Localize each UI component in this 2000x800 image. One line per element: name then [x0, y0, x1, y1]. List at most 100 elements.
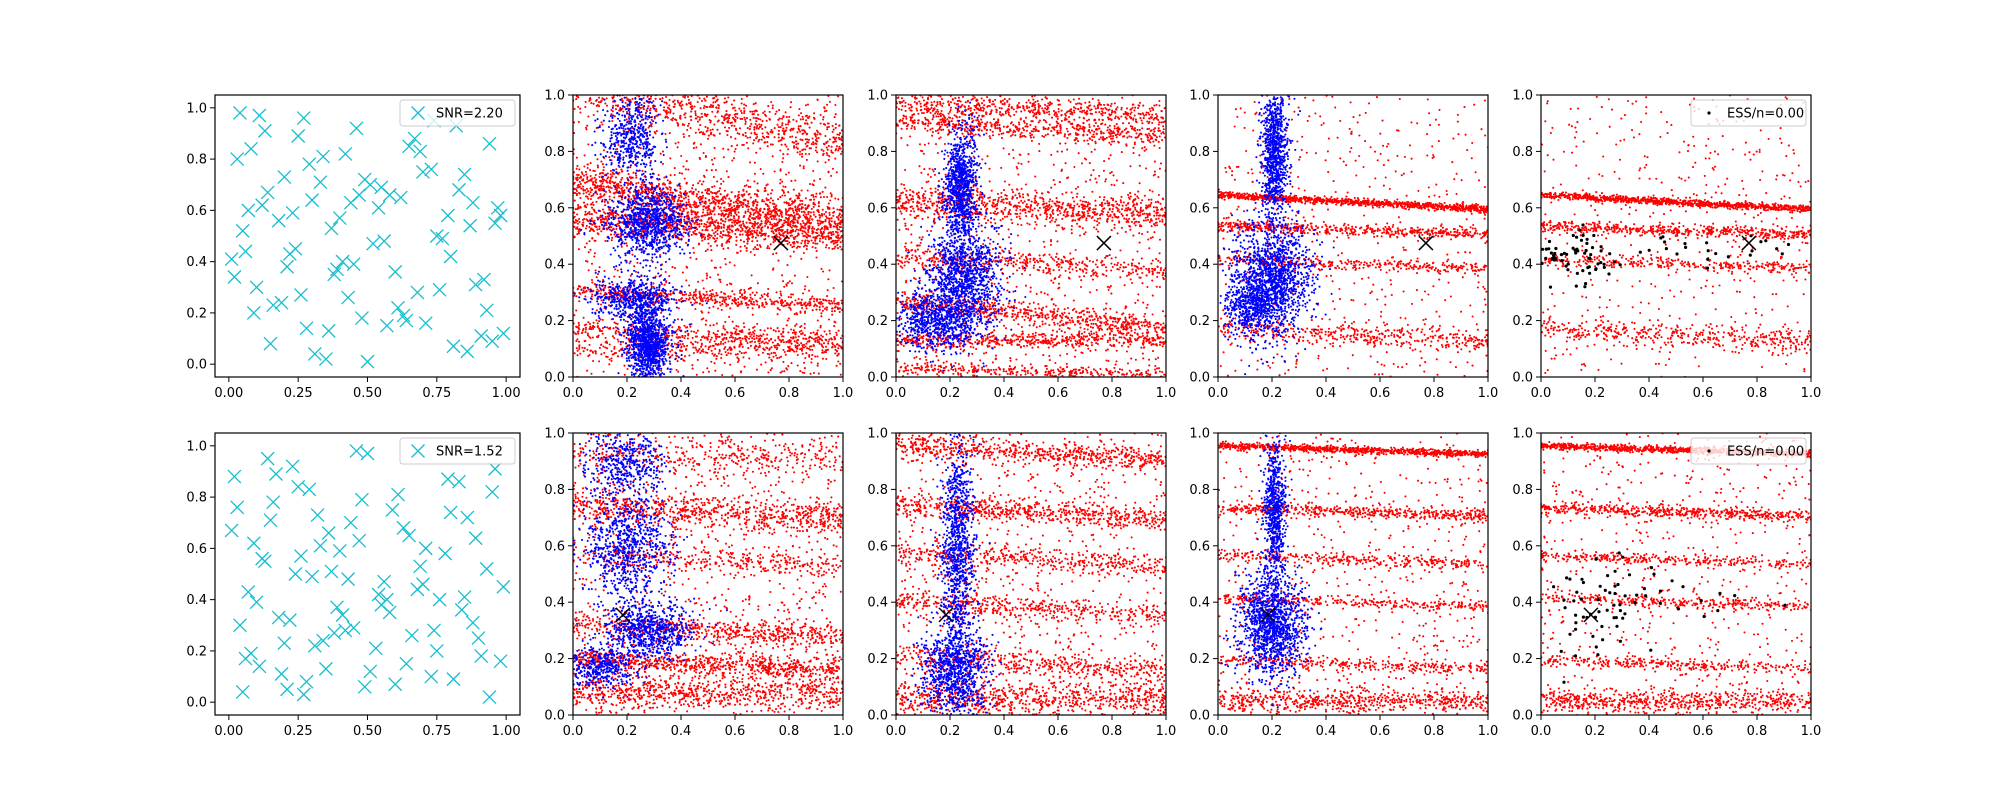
data-point: [710, 234, 713, 237]
data-point: [708, 306, 711, 309]
data-point: [737, 215, 740, 218]
data-point: [735, 213, 738, 216]
data-point: [726, 120, 729, 123]
data-point: [812, 195, 815, 198]
data-point: [723, 301, 726, 304]
data-point: [785, 126, 788, 129]
data-point: [736, 219, 739, 222]
data-point: [671, 334, 674, 337]
data-point: [805, 352, 808, 355]
data-point: [739, 250, 742, 253]
data-point: [707, 242, 710, 245]
data-point: [829, 199, 832, 202]
data-point: [794, 230, 797, 233]
data-point: [714, 225, 717, 228]
data-point: [341, 290, 356, 305]
data-point: [769, 298, 772, 301]
data-point: [777, 118, 780, 121]
data-point: [659, 113, 662, 116]
data-point: [818, 240, 821, 243]
data-point: [737, 211, 740, 214]
data-point: [573, 107, 576, 110]
data-point: [800, 329, 803, 332]
data-point: [662, 216, 666, 219]
data-point: [613, 99, 616, 102]
data-point: [771, 130, 774, 134]
data-point: [601, 208, 605, 211]
data-point: [780, 210, 783, 213]
data-point: [683, 177, 686, 180]
data-point: [602, 211, 606, 214]
data-point: [766, 333, 769, 336]
data-point: [821, 357, 825, 360]
data-point: [827, 278, 830, 281]
data-point: [665, 109, 668, 112]
data-point: [695, 195, 698, 198]
data-point: [620, 245, 623, 248]
data-point: [582, 221, 585, 224]
data-point: [756, 300, 759, 303]
data-point: [801, 202, 804, 206]
data-point: [723, 126, 727, 129]
data-point: [625, 244, 629, 247]
data-point: [742, 189, 745, 192]
data-point: [768, 118, 772, 121]
data-point: [834, 197, 837, 200]
data-point: [692, 297, 695, 301]
data-point: [700, 236, 703, 239]
data-point: [726, 116, 729, 119]
data-point: [801, 239, 804, 242]
data-point: [810, 345, 813, 348]
data-point: [230, 152, 245, 167]
data-point: [771, 230, 774, 233]
data-point: [827, 122, 830, 125]
data-point: [697, 197, 700, 200]
data-point: [832, 136, 835, 139]
data-point: [748, 328, 751, 331]
data-point: [777, 140, 780, 143]
data-point: [715, 337, 718, 340]
data-point: [749, 344, 752, 347]
data-point: [795, 213, 798, 216]
data-point: [773, 170, 776, 173]
data-point: [831, 124, 834, 127]
data-point: [812, 231, 815, 234]
data-point: [743, 224, 746, 227]
data-point: [836, 222, 839, 225]
data-point: [812, 236, 815, 239]
data-point: [806, 189, 809, 192]
data-point: [797, 125, 800, 128]
data-point: [804, 301, 807, 304]
data-point: [613, 196, 616, 199]
data-point: [707, 348, 710, 351]
data-point: [592, 230, 595, 233]
data-point: [757, 225, 760, 228]
data-point: [677, 341, 680, 344]
data-point: [593, 255, 596, 258]
data-point: [762, 172, 765, 175]
data-point: [768, 339, 771, 342]
data-point: [744, 210, 747, 213]
data-point: [739, 295, 742, 298]
data-point: [728, 231, 731, 234]
data-point: [585, 180, 588, 184]
data-point: [813, 112, 816, 115]
data-point: [753, 294, 757, 297]
data-point: [821, 208, 824, 211]
data-point: [759, 147, 762, 150]
data-point: [742, 220, 745, 223]
data-point: [578, 220, 581, 224]
data-point: [721, 300, 724, 303]
data-point: [732, 215, 735, 218]
data-point: [824, 134, 827, 138]
data-point: [600, 303, 603, 306]
data-point: [709, 202, 712, 205]
data-point: [788, 306, 791, 309]
data-point: [822, 149, 825, 152]
data-point: [614, 214, 617, 218]
data-point: [834, 140, 838, 143]
data-point: [227, 270, 242, 284]
data-point: [663, 231, 666, 234]
data-point: [766, 193, 770, 196]
data-point: [488, 216, 503, 231]
